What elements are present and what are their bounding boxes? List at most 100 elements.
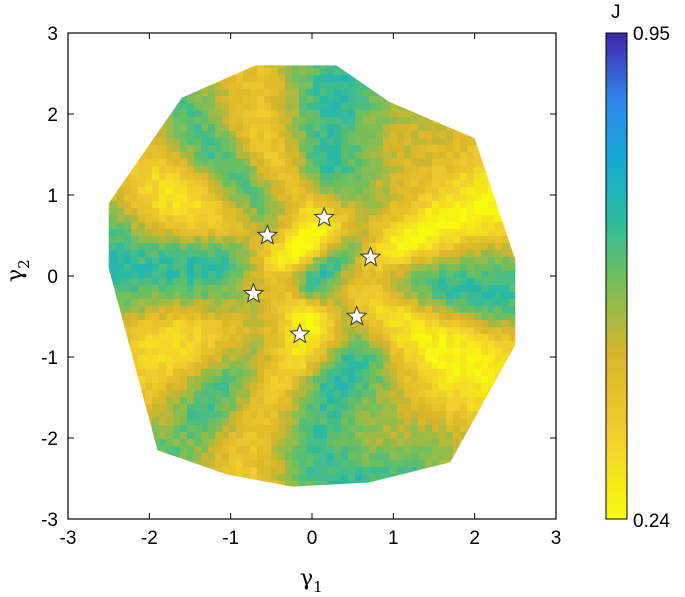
heatmap-cell [376, 138, 384, 146]
heatmap-cell [530, 306, 538, 314]
heatmap-cell [530, 110, 538, 118]
heatmap-cell [201, 117, 209, 125]
heatmap-cell [180, 187, 188, 195]
heatmap-cell [453, 348, 461, 356]
heatmap-cell [145, 124, 153, 132]
heatmap-cell [355, 173, 363, 181]
heatmap-cell [376, 96, 384, 104]
heatmap-cell [404, 481, 412, 487]
heatmap-cell [334, 110, 342, 118]
heatmap-cell [348, 278, 356, 286]
heatmap-cell [75, 82, 83, 90]
heatmap-cell [411, 96, 419, 104]
heatmap-cell [376, 278, 384, 286]
heatmap-cell [159, 460, 167, 468]
heatmap-cell [201, 215, 209, 223]
heatmap-cell [544, 138, 552, 146]
heatmap-cell [474, 460, 482, 468]
heatmap-cell [145, 439, 153, 447]
heatmap-cell [530, 201, 538, 209]
heatmap-cell [208, 516, 216, 524]
heatmap-cell [551, 404, 559, 412]
heatmap-cell [117, 474, 125, 482]
heatmap-cell [215, 131, 223, 139]
heatmap-cell [243, 348, 251, 356]
heatmap-cell [516, 61, 524, 69]
heatmap-cell [108, 145, 111, 153]
heatmap-cell [544, 173, 552, 181]
heatmap-cell [159, 418, 167, 426]
heatmap-cell [544, 299, 552, 307]
heatmap-cell [278, 292, 286, 300]
heatmap-cell [138, 460, 146, 468]
heatmap-cell [418, 159, 426, 167]
heatmap-cell [481, 215, 489, 223]
heatmap-cell [467, 145, 475, 153]
heatmap-cell [138, 383, 146, 391]
heatmap-cell [383, 264, 391, 272]
heatmap-cell [327, 117, 335, 125]
heatmap-cell [257, 453, 265, 461]
heatmap-cell [110, 250, 118, 258]
heatmap-cell [390, 173, 398, 181]
heatmap-cell [285, 285, 293, 293]
heatmap-cell [362, 215, 370, 223]
heatmap-cell [509, 243, 516, 251]
heatmap-cell [285, 201, 293, 209]
heatmap-cell [187, 40, 195, 48]
heatmap-cell [89, 460, 97, 468]
heatmap-cell [229, 215, 237, 223]
heatmap-cell [222, 397, 230, 405]
heatmap-cell [390, 495, 398, 503]
heatmap-cell [530, 117, 538, 125]
heatmap-cell [488, 439, 496, 447]
heatmap-cell [369, 362, 377, 370]
heatmap-cell [369, 222, 377, 230]
heatmap-cell [222, 131, 230, 139]
heatmap-cell [278, 432, 286, 440]
heatmap-cell [516, 439, 524, 447]
heatmap-cell [488, 404, 496, 412]
heatmap-cell [453, 96, 461, 104]
heatmap-cell [544, 348, 552, 356]
heatmap-cell [173, 68, 181, 76]
heatmap-cell [390, 152, 398, 160]
heatmap-cell [404, 383, 412, 391]
heatmap-cell [334, 306, 342, 314]
heatmap-cell [145, 89, 153, 97]
heatmap-cell [222, 194, 230, 202]
heatmap-cell [159, 320, 167, 328]
heatmap-cell [222, 110, 230, 118]
heatmap-cell [425, 82, 433, 90]
heatmap-cell [348, 488, 356, 496]
heatmap-cell [145, 278, 153, 286]
heatmap-cell [481, 432, 489, 440]
heatmap-cell [145, 131, 153, 139]
heatmap-cell [243, 292, 251, 300]
heatmap-cell [299, 208, 307, 216]
heatmap-cell [425, 173, 433, 181]
heatmap-cell [362, 418, 370, 426]
heatmap-cell [432, 40, 440, 48]
heatmap-cell [495, 285, 503, 293]
heatmap-cell [425, 292, 433, 300]
heatmap-cell [180, 334, 188, 342]
heatmap-cell [390, 425, 398, 433]
heatmap-cell [68, 215, 76, 223]
heatmap-cell [131, 117, 139, 125]
heatmap-cell [334, 187, 342, 195]
heatmap-cell [173, 313, 181, 321]
heatmap-cell [222, 47, 230, 55]
heatmap-cell [292, 124, 300, 132]
heatmap-cell [411, 306, 419, 314]
heatmap-cell [243, 236, 251, 244]
heatmap-cell [509, 229, 516, 237]
heatmap-cell [390, 376, 398, 384]
heatmap-cell [131, 138, 139, 146]
heatmap-cell [306, 341, 314, 349]
heatmap-cell [152, 75, 160, 83]
heatmap-cell [348, 362, 356, 370]
heatmap-cell [236, 495, 244, 503]
heatmap-cell [208, 222, 216, 230]
heatmap-cell [250, 75, 258, 83]
